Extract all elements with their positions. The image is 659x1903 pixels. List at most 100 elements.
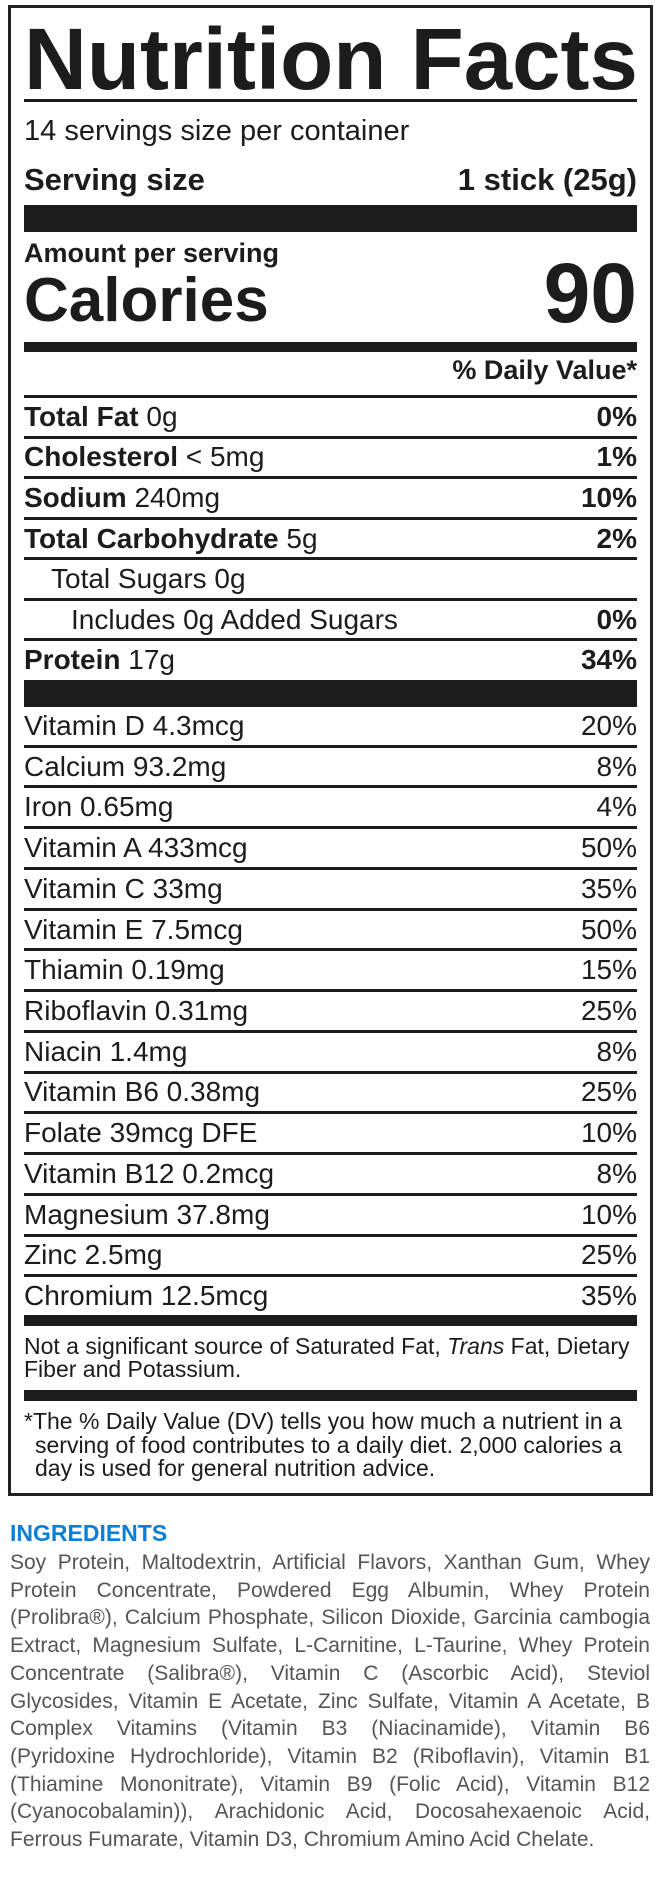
vitamin-row: Vitamin A 433mcg 50% (24, 829, 637, 870)
vitamin-label: Vitamin E 7.5mcg (24, 913, 243, 945)
note-text: Fat, Dietary Fiber and Potassium. (24, 1333, 630, 1382)
note-italic: Trans (447, 1333, 505, 1359)
vitamin-daily-value: 8% (596, 750, 637, 782)
nutrient-amount: 240mg (126, 481, 221, 513)
vitamin-daily-value: 25% (580, 1239, 637, 1271)
vitamin-label: Thiamin 0.19mg (24, 954, 225, 986)
nutrient-amount: 17g (120, 644, 175, 676)
servings-per-container: 14 servings size per container (24, 115, 410, 147)
vitamin-row: Vitamin B12 0.2mcg 8% (24, 1155, 637, 1196)
nutrient-label: Protein 17g (24, 646, 175, 674)
panel-title: Nutrition Facts (24, 11, 638, 108)
nutrient-row: Cholesterol < 5mg 1% (24, 439, 637, 480)
nutrient-label: Total Carbohydrate 5g (24, 522, 318, 554)
vitamin-row: Magnesium 37.8mg 10% (24, 1196, 637, 1237)
ingredients-heading: INGREDIENTS (10, 1520, 168, 1546)
nutrient-label: Cholesterol < 5mg (24, 443, 264, 471)
nutrient-name: Total Fat (24, 400, 139, 432)
vitamin-label: Magnesium 37.8mg (24, 1198, 270, 1230)
vitamin-daily-value: 25% (580, 995, 637, 1026)
vitamin-daily-value: 25% (580, 1076, 637, 1108)
vitamin-label: Vitamin A 433mcg (24, 832, 248, 864)
vitamin-row: Niacin 1.4mg 8% (24, 1033, 637, 1074)
nutrient-row: Sodium 240mg 10% (24, 479, 637, 520)
vitamin-row: Riboflavin 0.31mg 25% (24, 992, 637, 1033)
nutrient-daily-value: 0% (596, 603, 637, 635)
ingredients-text: Soy Protein, Maltodextrin, Artificial Fl… (10, 1551, 650, 1852)
vitamin-label: Vitamin B6 0.38mg (24, 1076, 261, 1108)
nutrient-row: Total Carbohydrate 5g 2% (24, 520, 637, 561)
vitamin-daily-value: 50% (580, 832, 637, 864)
vitamin-label: Folate 39mcg DFE (24, 1117, 258, 1149)
vitamin-row: Vitamin B6 0.38mg 25% (24, 1074, 637, 1115)
vitamin-label: Vitamin B12 0.2mcg (24, 1157, 275, 1189)
nutrient-amount: Total Sugars 0g (51, 563, 246, 595)
nutrient-name: Cholesterol (24, 441, 179, 473)
nutrient-label: Sodium 240mg (24, 481, 221, 513)
vitamin-label: Zinc 2.5mg (24, 1239, 163, 1271)
nutrient-name: Sodium (24, 481, 127, 513)
nutrient-label: Includes 0g Added Sugars (24, 603, 398, 635)
divider (24, 395, 637, 398)
vitamin-daily-value: 15% (580, 954, 637, 986)
nutrient-name: Total Carbohydrate (24, 522, 279, 554)
nutrient-row: Protein 17g 34% (24, 641, 637, 679)
vitamin-row: Vitamin C 33mg 35% (24, 870, 637, 911)
vitamin-label: Vitamin D 4.3mcg (24, 709, 245, 741)
vitamin-daily-value: 35% (580, 1280, 637, 1312)
thick-divider (24, 205, 637, 232)
vitamin-row: Calcium 93.2mg 8% (24, 748, 637, 789)
nutrient-amount: Includes 0g Added Sugars (71, 603, 398, 635)
nutrient-row: Includes 0g Added Sugars 0% (24, 601, 637, 642)
nutrient-amount: 5g (278, 522, 318, 554)
medium-divider (24, 1390, 637, 1401)
vitamin-label: Vitamin C 33mg (24, 872, 223, 904)
not-significant-note: Not a significant source of Saturated Fa… (24, 1335, 637, 1381)
nutrient-label: Total Fat 0g (24, 400, 178, 432)
vitamin-label: Niacin 1.4mg (24, 1035, 188, 1067)
nutrient-label: Total Sugars 0g (24, 565, 246, 593)
vitamin-daily-value: 50% (580, 913, 637, 945)
medium-divider (24, 1315, 637, 1326)
daily-value-footnote: *The % Daily Value (DV) tells you how mu… (24, 1408, 622, 1481)
nutrient-row: Total Sugars 0g (24, 560, 637, 601)
amount-per-serving: Amount per serving (24, 238, 280, 268)
vitamin-daily-value: 20% (580, 709, 637, 741)
nutrient-daily-value: 34% (580, 644, 637, 676)
daily-value-header: % Daily Value* (452, 355, 637, 385)
vitamin-row: Vitamin D 4.3mcg 20% (24, 707, 637, 748)
vitamin-row: Iron 0.65mg 4% (24, 788, 637, 830)
medium-divider (24, 342, 637, 352)
note-text: Not a significant source of Saturated Fa… (24, 1333, 448, 1359)
nutrient-daily-value: 1% (596, 441, 637, 473)
vitamin-daily-value: 35% (580, 872, 637, 904)
nutrient-list: Total Fat 0g 0% Cholesterol < 5mg 1% Sodium … (24, 398, 637, 679)
vitamin-label: Iron 0.65mg (24, 791, 174, 823)
vitamin-label: Riboflavin 0.31mg (24, 995, 249, 1026)
vitamin-row: Thiamin 0.19mg 15% (24, 951, 637, 993)
nutrient-daily-value: 0% (596, 400, 637, 432)
divider (24, 99, 637, 102)
vitamin-label: Calcium 93.2mg (24, 750, 227, 782)
vitamin-row: Vitamin E 7.5mcg 50% (24, 911, 637, 952)
serving-size-label: Serving size (24, 162, 205, 197)
nutrient-daily-value: 2% (596, 522, 637, 554)
nutrient-daily-value: 10% (580, 481, 637, 513)
serving-size-row: Serving size 1 stick (25g) (24, 164, 637, 195)
nutrition-facts-panel (8, 5, 653, 1496)
vitamin-row: Folate 39mcg DFE 10% (24, 1114, 637, 1156)
vitamin-mineral-list: Vitamin D 4.3mcg 20% Calcium 93.2mg 8% Iron … (24, 707, 637, 1315)
serving-size-value: 1 stick (25g) (457, 162, 637, 197)
vitamin-daily-value: 8% (596, 1035, 637, 1067)
vitamin-row: Chromium 12.5mcg 35% (24, 1277, 637, 1315)
nutrient-amount: 0g (138, 400, 178, 432)
calories-label: Calories (24, 266, 269, 335)
nutrient-row: Total Fat 0g 0% (24, 398, 637, 439)
calories-value: 90 (543, 246, 637, 340)
nutrient-name: Protein (24, 644, 121, 676)
vitamin-daily-value: 8% (596, 1157, 637, 1189)
vitamin-daily-value: 4% (596, 791, 637, 823)
vitamin-row: Zinc 2.5mg 25% (24, 1237, 637, 1278)
thick-divider (24, 680, 637, 707)
vitamin-label: Chromium 12.5mcg (24, 1280, 269, 1312)
